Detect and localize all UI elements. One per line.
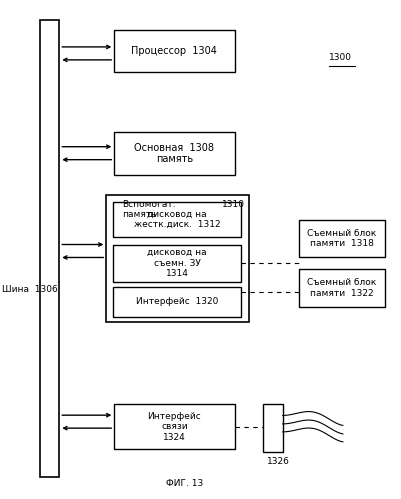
Text: Основная  1308
память: Основная 1308 память [134, 143, 215, 164]
Text: дисковод на
съемн. ЗУ
1314: дисковод на съемн. ЗУ 1314 [148, 249, 207, 278]
FancyBboxPatch shape [113, 202, 241, 237]
Text: Съемный блок
памяти  1318: Съемный блок памяти 1318 [307, 229, 377, 248]
FancyBboxPatch shape [40, 20, 59, 477]
FancyBboxPatch shape [114, 132, 235, 175]
Text: ФИГ. 13: ФИГ. 13 [166, 479, 203, 488]
FancyBboxPatch shape [299, 269, 385, 307]
Text: Вспомогат.
память: Вспомогат. память [122, 200, 176, 219]
Text: 1300: 1300 [329, 53, 352, 62]
Text: Шина  1306: Шина 1306 [2, 285, 58, 294]
FancyBboxPatch shape [106, 195, 249, 322]
FancyBboxPatch shape [113, 245, 241, 282]
Text: Интерфейс
связи
1324: Интерфейс связи 1324 [148, 412, 201, 442]
Text: дисковод на
жестк.диск.  1312: дисковод на жестк.диск. 1312 [134, 210, 221, 229]
Text: Процессор  1304: Процессор 1304 [132, 46, 217, 56]
Text: 1326: 1326 [267, 457, 290, 466]
FancyBboxPatch shape [299, 220, 385, 257]
FancyBboxPatch shape [263, 404, 283, 452]
Text: Интерфейс  1320: Интерфейс 1320 [136, 297, 219, 306]
FancyBboxPatch shape [113, 287, 241, 317]
FancyBboxPatch shape [114, 30, 235, 72]
FancyBboxPatch shape [114, 404, 235, 449]
Text: 1310: 1310 [222, 200, 245, 209]
Text: Съемный блок
памяти  1322: Съемный блок памяти 1322 [307, 278, 377, 298]
